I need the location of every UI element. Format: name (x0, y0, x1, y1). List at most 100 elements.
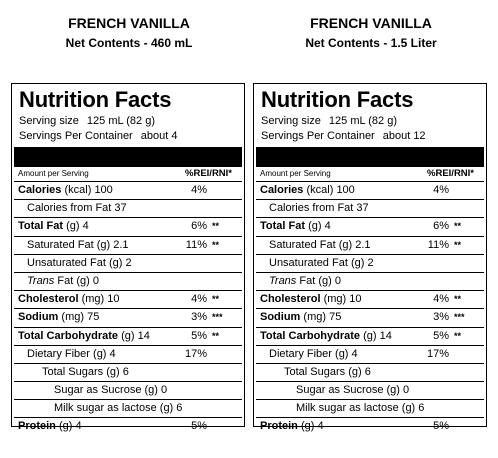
nutrient-value: 0 (403, 384, 410, 397)
nutrient-unit: (g) (106, 365, 120, 378)
percent-value: 11% (427, 238, 449, 251)
nutrient-name: Protein (18, 420, 56, 433)
nutrient-unit: (g) (144, 384, 158, 397)
nutrient-name: Total Carbohydrate (260, 329, 361, 342)
row-sugar-as-sucrose: Sugar as Sucrose (g) 0 (256, 382, 484, 401)
nutrient-unit: (kcal) (306, 184, 334, 196)
footnote-marker: ** (454, 330, 462, 341)
percent-value: 5% (191, 420, 207, 433)
percent-value: 4% (191, 293, 207, 306)
percent-value: 4% (191, 184, 207, 196)
nutrient-unit: (mg) (303, 311, 327, 324)
row-sodium: Sodium (mg) 75 3% *** (256, 309, 484, 328)
row-milk-sugar-lactose: Milk sugar as lactose (g) 6 (256, 400, 484, 419)
nutrient-value: 37 (114, 202, 127, 215)
nutrient-value: 6 (418, 402, 425, 415)
row-unsaturated-fat: Unsaturated Fat (g) 2 (256, 255, 484, 273)
nutrient-name: Saturated Fat (27, 238, 94, 251)
row-dietary-fiber: Dietary Fiber (g) 4 17% (256, 346, 484, 364)
nutrient-name: Fat (299, 274, 316, 287)
nutrient-value: 0 (161, 384, 168, 397)
row-protein: Protein (g) 4 5% (256, 418, 484, 435)
nutrient-name: Total Sugars (42, 365, 104, 378)
row-saturated-fat: Saturated Fat (g) 2.1 11% ** (14, 237, 242, 255)
row-cholesterol: Cholesterol (mg) 10 4% ** (14, 291, 242, 310)
nutrient-value: 100 (94, 184, 113, 196)
divider-bar (14, 147, 242, 167)
nutrient-unit: (g) (318, 274, 332, 287)
amount-per-serving: Amount per Serving (260, 169, 331, 178)
nutrient-value: 75 (329, 311, 342, 324)
nutrient-name: Unsaturated Fat (269, 256, 348, 269)
servings-label: Servings Per Container (261, 130, 375, 142)
nutrient-unit: (g) (401, 402, 416, 415)
nutrient-unit: (g) (108, 256, 123, 269)
nutrient-value: 2.1 (113, 238, 129, 251)
percent-value: 6% (433, 220, 449, 233)
footnote-marker: ** (212, 239, 220, 250)
panel-title: Nutrition Facts (19, 87, 172, 112)
footnote-marker: ** (212, 221, 220, 232)
nutrient-unit: (mg) (61, 311, 85, 324)
nutrient-unit: (kcal) (64, 184, 92, 196)
row-sugar-as-sucrose: Sugar as Sucrose (g) 0 (14, 382, 242, 401)
net-contents: Net Contents - 1.5 Liter (305, 36, 437, 50)
nutrient-value: 10 (107, 293, 120, 306)
row-total-fat: Total Fat (g) 4 6% ** (256, 218, 484, 237)
row-total-carbohydrate: Total Carbohydrate (g) 14 5% ** (256, 328, 484, 346)
nutrient-name: Cholesterol (18, 293, 79, 306)
nutrient-name: Sugar as Sucrose (54, 384, 142, 397)
servings-per-container: Servings Per Container about 12 (254, 129, 486, 144)
nutrition-facts-panel: Nutrition Facts Serving size 125 mL (82 g… (11, 83, 245, 432)
nutrient-unit: (g) (363, 329, 377, 342)
serving-size-label: Serving size (19, 115, 79, 127)
nutrient-value: 14 (379, 329, 392, 342)
nutrient-value: 4 (109, 347, 116, 360)
percent-value: 5% (433, 420, 449, 433)
nutrient-name: Total Fat (18, 220, 64, 233)
nutrient-name: Milk sugar as lactose (54, 402, 157, 415)
nutrient-value: 37 (356, 202, 369, 215)
serving-size-label: Serving size (261, 115, 321, 127)
nutrient-unit: (g) (121, 329, 135, 342)
footnote-marker: ** (212, 330, 220, 341)
nutrient-name: Sugar as Sucrose (296, 384, 384, 397)
nutrient-unit: (mg) (323, 293, 347, 306)
nutrient-value: 14 (137, 329, 150, 342)
nutrient-value: 4 (317, 420, 324, 433)
nutrient-name: Sodium (18, 311, 59, 324)
nutrient-name: Saturated Fat (269, 238, 336, 251)
row-protein: Protein (g) 4 5% (14, 418, 242, 435)
nutrient-value: 4 (324, 220, 331, 233)
serving-size-value: 125 mL (82 g) (86, 115, 155, 127)
rei-rni-header: %REI/RNI* (185, 168, 232, 179)
row-calories: Calories (kcal) 100 4% (14, 182, 242, 201)
row-total-carbohydrate: Total Carbohydrate (g) 14 5% ** (14, 328, 242, 346)
net-contents: Net Contents - 460 mL (65, 36, 193, 50)
nutrient-value: 75 (87, 311, 100, 324)
nutrient-unit: (g) (96, 238, 111, 251)
percent-value: 4% (433, 293, 449, 306)
serving-size-value: 125 mL (82 g) (328, 115, 397, 127)
row-trans-fat: Trans Fat (g) 0 (14, 273, 242, 292)
nutrient-name: Unsaturated Fat (27, 256, 106, 269)
nutrient-value: 2 (367, 256, 374, 269)
percent-value: 11% (185, 238, 207, 251)
nutrient-name: Sodium (260, 311, 301, 324)
nutrient-name: Dietary Fiber (269, 347, 332, 360)
nutrition-facts-panel: Nutrition Facts Serving size 125 mL (82 g… (253, 83, 487, 432)
footnote-marker: ** (212, 294, 220, 305)
nutrient-value: 4 (82, 220, 89, 233)
nutrient-value: 4 (75, 420, 82, 433)
serving-size: Serving size 125 mL (82 g) (254, 114, 486, 129)
servings-value: about 4 (140, 130, 178, 142)
row-total-fat: Total Fat (g) 4 6% ** (14, 218, 242, 237)
nutrient-name: Total Fat (260, 220, 306, 233)
row-milk-sugar-lactose: Milk sugar as lactose (g) 6 (14, 400, 242, 419)
nutrient-value: 6 (364, 365, 371, 378)
row-trans-fat: Trans Fat (g) 0 (256, 273, 484, 292)
row-unsaturated-fat: Unsaturated Fat (g) 2 (14, 255, 242, 273)
nutrient-name: Calories (18, 184, 62, 196)
percent-value: 3% (433, 311, 449, 324)
amount-per-serving: Amount per Serving (18, 169, 89, 178)
